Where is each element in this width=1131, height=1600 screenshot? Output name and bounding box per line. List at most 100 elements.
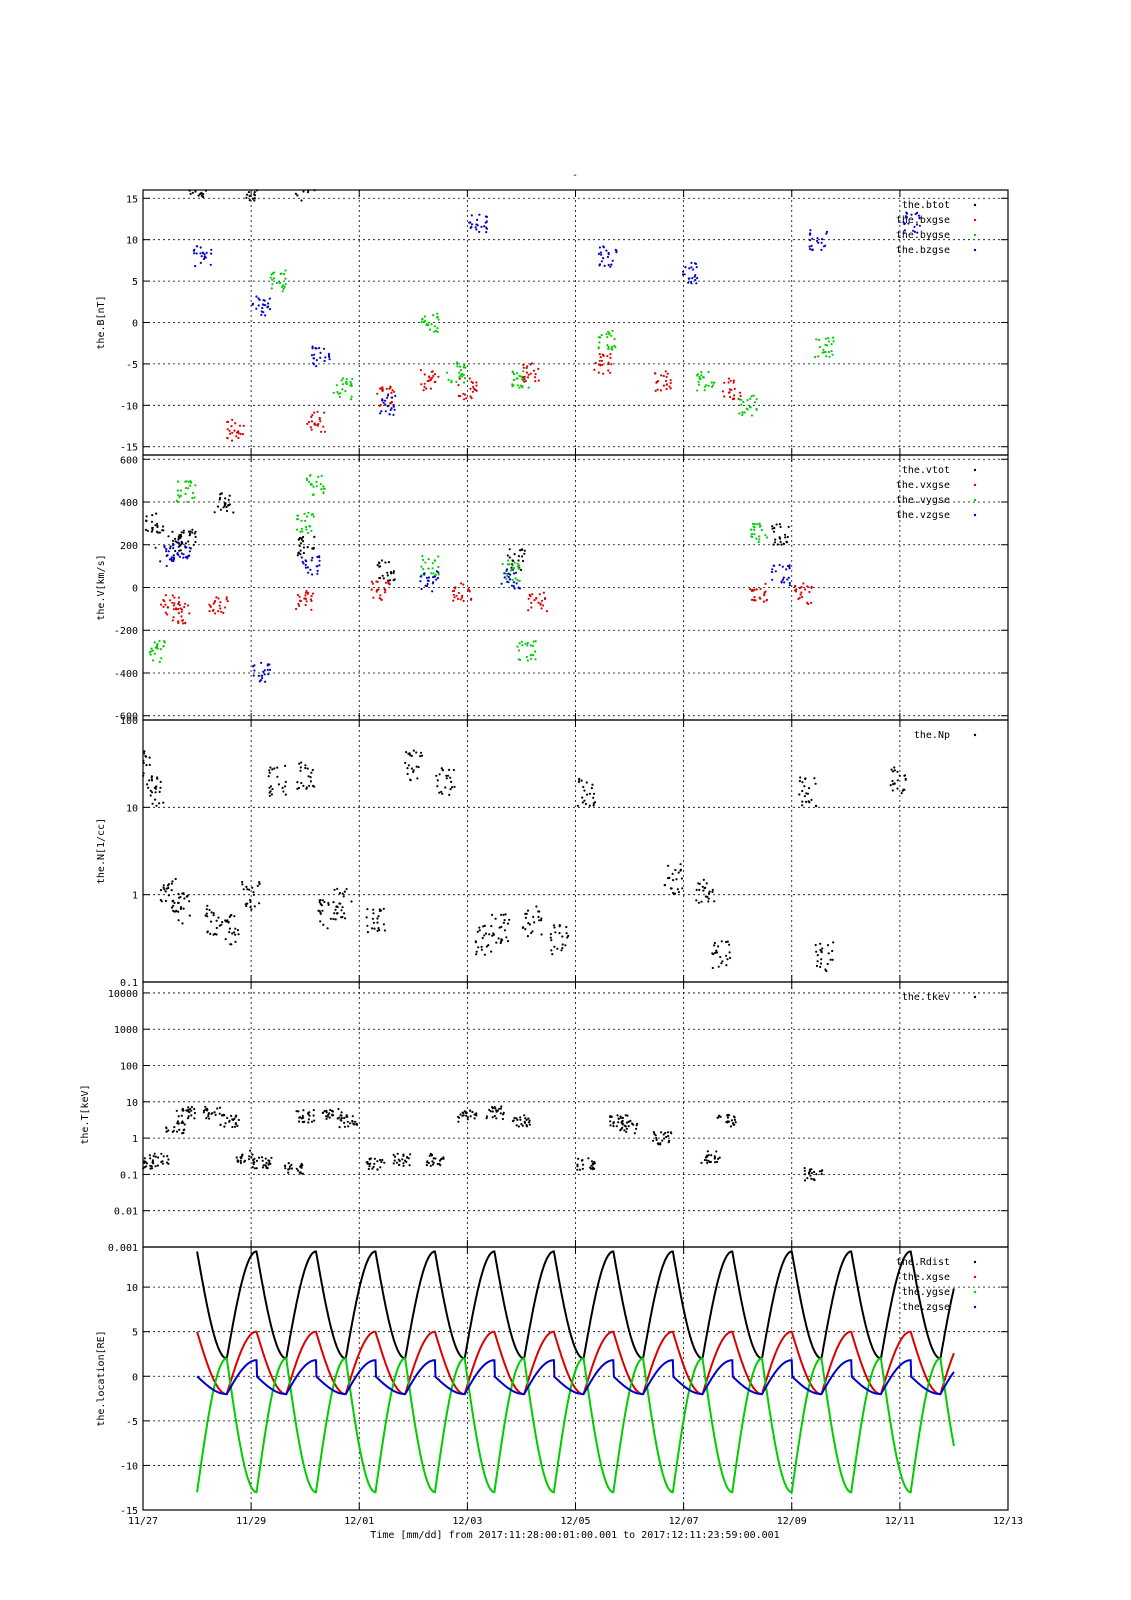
data-point bbox=[376, 921, 379, 924]
data-point bbox=[534, 640, 537, 643]
data-point bbox=[261, 677, 264, 680]
data-point bbox=[464, 393, 467, 396]
data-point bbox=[267, 673, 270, 676]
legend-marker bbox=[973, 1290, 977, 1294]
data-point bbox=[183, 1123, 186, 1126]
data-point bbox=[713, 900, 716, 903]
data-point bbox=[383, 929, 386, 932]
data-point bbox=[521, 555, 524, 558]
data-point bbox=[430, 572, 433, 575]
data-point bbox=[732, 381, 735, 384]
data-point bbox=[460, 596, 464, 599]
data-point bbox=[277, 783, 280, 786]
data-point bbox=[253, 191, 256, 194]
data-point bbox=[154, 1155, 157, 1158]
data-point bbox=[518, 658, 522, 662]
data-point bbox=[310, 529, 313, 532]
data-point bbox=[696, 373, 700, 376]
data-point bbox=[809, 232, 812, 235]
data-point bbox=[525, 655, 528, 659]
data-point bbox=[335, 905, 338, 908]
data-point bbox=[437, 555, 440, 558]
data-point bbox=[427, 324, 430, 327]
data-point bbox=[429, 379, 432, 382]
data-point bbox=[701, 376, 705, 379]
data-point bbox=[351, 377, 354, 380]
data-point bbox=[378, 928, 381, 932]
data-point bbox=[145, 764, 148, 767]
data-point bbox=[318, 559, 321, 562]
data-point bbox=[401, 1158, 404, 1161]
data-point bbox=[734, 1121, 737, 1124]
data-point bbox=[778, 523, 782, 526]
data-point bbox=[172, 604, 175, 607]
data-point bbox=[153, 1152, 156, 1155]
data-point bbox=[455, 594, 458, 597]
data-point bbox=[740, 398, 743, 401]
data-point bbox=[471, 381, 474, 384]
data-point bbox=[205, 1107, 208, 1110]
data-point bbox=[253, 905, 256, 908]
data-point bbox=[268, 771, 271, 774]
data-point bbox=[666, 1131, 670, 1134]
data-point bbox=[280, 272, 283, 275]
data-point bbox=[253, 197, 256, 200]
data-point bbox=[309, 568, 312, 571]
data-point bbox=[711, 952, 714, 955]
data-point bbox=[371, 927, 374, 930]
data-point bbox=[475, 381, 478, 384]
data-point bbox=[707, 384, 710, 387]
data-point bbox=[819, 962, 823, 965]
data-point bbox=[516, 384, 520, 387]
data-point bbox=[581, 1159, 584, 1162]
data-point bbox=[530, 657, 533, 660]
data-point bbox=[232, 511, 235, 514]
data-point bbox=[603, 264, 606, 267]
legend-marker bbox=[973, 203, 977, 207]
data-point bbox=[499, 941, 502, 945]
data-point bbox=[224, 606, 227, 609]
data-point bbox=[190, 1106, 193, 1109]
data-point bbox=[194, 484, 197, 487]
data-point bbox=[349, 380, 352, 384]
data-point bbox=[379, 1166, 382, 1169]
data-point bbox=[540, 607, 543, 610]
data-point bbox=[312, 362, 315, 365]
data-point bbox=[581, 796, 584, 799]
data-point bbox=[412, 749, 415, 752]
data-point bbox=[160, 900, 163, 903]
data-point bbox=[270, 793, 273, 796]
data-point bbox=[177, 596, 180, 599]
data-point bbox=[695, 282, 698, 285]
data-point bbox=[743, 411, 746, 414]
data-point bbox=[538, 593, 541, 596]
data-point bbox=[793, 585, 796, 588]
data-point bbox=[517, 559, 520, 562]
data-point bbox=[667, 877, 670, 880]
data-point bbox=[182, 1109, 185, 1112]
data-point bbox=[178, 555, 181, 558]
data-point bbox=[336, 887, 339, 891]
data-point bbox=[464, 366, 467, 369]
data-point bbox=[726, 940, 729, 943]
data-point bbox=[166, 613, 169, 616]
data-point bbox=[144, 755, 147, 758]
data-point bbox=[217, 916, 220, 919]
data-point bbox=[372, 912, 375, 915]
data-point bbox=[415, 751, 418, 754]
data-point bbox=[732, 379, 736, 382]
data-point bbox=[654, 372, 657, 375]
data-point bbox=[442, 1157, 445, 1160]
legend-marker bbox=[973, 1260, 977, 1264]
data-point bbox=[711, 966, 714, 970]
data-point bbox=[271, 283, 274, 286]
data-point bbox=[586, 793, 589, 796]
data-point bbox=[824, 350, 827, 354]
data-point bbox=[429, 1164, 432, 1167]
data-point bbox=[732, 397, 735, 400]
data-point bbox=[392, 1153, 395, 1156]
data-point bbox=[171, 530, 174, 533]
series-the.zgse bbox=[196, 1359, 955, 1396]
data-point bbox=[525, 1124, 528, 1127]
